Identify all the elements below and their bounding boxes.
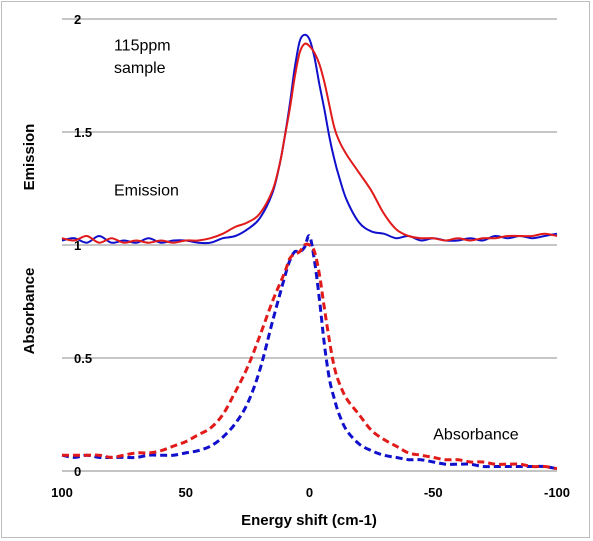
x-tick-label: -50 xyxy=(424,485,443,500)
annotation-label: sample xyxy=(114,60,166,77)
series-group xyxy=(61,33,558,471)
y-axis-title-absorbance: Absorbance xyxy=(21,268,38,355)
y-tick-label: 0.5 xyxy=(74,351,92,366)
y-tick-label: 1 xyxy=(74,238,81,253)
y-tick-label: 2 xyxy=(74,12,81,27)
series-line-2 xyxy=(61,42,558,244)
x-tick-label: 0 xyxy=(306,485,313,500)
annotation-label: 115ppm xyxy=(114,38,171,55)
x-axis-title: Energy shift (cm-1) xyxy=(241,512,377,529)
series-line-3 xyxy=(61,234,558,471)
tick-labels: 0 0.5 1 1.5 2 100 50 0 -50 -100 xyxy=(51,12,570,500)
x-tick-label: -100 xyxy=(544,485,570,500)
series-line-4 xyxy=(62,242,558,471)
x-tick-label: 100 xyxy=(51,485,73,500)
y-tick-label: 0 xyxy=(74,464,81,479)
y-axis-title-emission: Emission xyxy=(21,124,38,191)
annotations: 115ppm sample Emission Absorbance xyxy=(114,38,519,444)
y-tick-label: 1.5 xyxy=(74,125,92,140)
x-tick-label: 50 xyxy=(179,485,193,500)
series-line-1 xyxy=(61,33,558,245)
annotation-label: Emission xyxy=(114,182,179,199)
annotation-label: Absorbance xyxy=(433,426,518,443)
